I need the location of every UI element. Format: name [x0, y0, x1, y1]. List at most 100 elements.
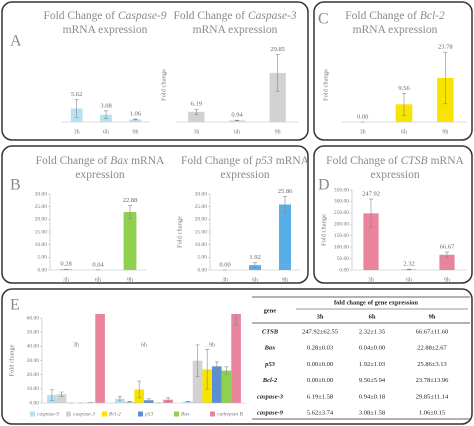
title-part: Fold Change of — [345, 10, 417, 22]
panel-label: B — [10, 177, 21, 194]
x-tick-label: 3h — [74, 129, 80, 135]
x-tick-label: 9h — [275, 129, 281, 135]
value-label: 0.94 — [231, 112, 243, 119]
y-axis-label: Fold change — [322, 69, 329, 101]
title-part: CTSB — [401, 155, 428, 167]
error-bar — [128, 204, 132, 220]
y-tick-label: 0.00 — [339, 267, 349, 273]
panel-label: D — [318, 177, 330, 194]
legend-swatch — [138, 411, 143, 417]
table-cell: 9.56±5.94 — [359, 377, 386, 384]
error-bar — [74, 99, 79, 118]
y-tick-label: 10.00 — [35, 242, 48, 248]
y-tick-label: 50.00 — [27, 329, 40, 335]
chart-title: expression — [220, 169, 269, 181]
panel-label: C — [318, 11, 329, 28]
value-label: 0.00 — [219, 261, 230, 268]
panel-box — [313, 1, 473, 141]
y-tick-label: 20.00 — [27, 372, 40, 378]
bar — [188, 111, 205, 122]
chart-title: expression — [75, 169, 124, 181]
title-part: expression — [75, 169, 124, 181]
bar — [269, 72, 286, 122]
value-label: 247.92 — [362, 191, 380, 198]
y-tick-label: 20.00 — [35, 217, 48, 223]
table-cell: 0.94±0.18 — [359, 393, 385, 400]
chart-title: Fold Change of Bcl-2 — [345, 10, 445, 22]
chart-title: mRNA expression — [63, 24, 148, 36]
panel-box — [313, 145, 473, 284]
error-bar — [402, 93, 406, 116]
y-tick-label: 20.00 — [195, 217, 208, 223]
bar — [183, 401, 193, 403]
value-label: 5.62 — [71, 91, 82, 98]
legend-swatch — [174, 411, 179, 417]
y-tick-label: 100.00 — [334, 244, 349, 250]
legend-label: p53 — [144, 411, 154, 417]
bar — [123, 212, 137, 270]
panel-label: E — [10, 297, 20, 314]
x-tick-label: 3h — [360, 129, 366, 135]
title-part: mRNA expression — [353, 24, 438, 36]
error-bar — [443, 51, 448, 105]
value-label: 23.78 — [438, 44, 453, 51]
legend-label: Bax — [181, 411, 190, 417]
panel-box — [1, 288, 473, 425]
y-axis-label: Fold change — [320, 214, 327, 246]
table-cell: 29.85±11.14 — [416, 393, 449, 400]
error-bar — [133, 118, 138, 121]
table-cell: 5.62±3.74 — [307, 409, 334, 416]
table-subheader: 6h — [369, 313, 376, 320]
title-part: p53 — [255, 155, 274, 167]
x-tick-label: 9h — [209, 342, 215, 348]
chart-title: Fold Change of CTSB mRNA — [326, 155, 464, 167]
value-label: 0.28 — [60, 261, 71, 268]
error-bar — [253, 262, 257, 269]
chart-title: Fold Change of Caspase-9 — [43, 10, 166, 22]
error-bar — [104, 110, 108, 119]
y-tick-label: 250.00 — [334, 210, 349, 216]
error-bar — [166, 397, 171, 402]
y-tick-label: 150.00 — [334, 233, 349, 239]
bar — [363, 213, 379, 270]
error-bar — [224, 366, 229, 375]
table-subheader: 3h — [317, 313, 324, 320]
error-bar — [407, 268, 411, 271]
title-part: expression — [370, 169, 419, 181]
legend-label: caspase-3 — [73, 411, 95, 417]
bar — [56, 394, 67, 403]
panel-box — [1, 145, 309, 284]
title-part: mRNA expression — [63, 24, 148, 36]
chart-title: Fold Change of p53 mRNA — [181, 155, 310, 167]
y-tick-label: 0.00 — [37, 267, 47, 273]
x-tick-label: 3h — [63, 277, 69, 283]
table-cell: 2.32±1.35 — [359, 328, 385, 335]
title-part: Fold Change of — [36, 155, 108, 167]
panel-box — [1, 1, 309, 141]
bar — [124, 401, 135, 403]
table-cell: 0.00±0.00 — [307, 377, 333, 384]
legend-swatch — [210, 411, 215, 417]
error-bar — [137, 380, 142, 399]
title-part: mRNA — [276, 155, 310, 167]
x-tick-label: 6h — [103, 129, 109, 135]
error-bar — [49, 389, 54, 401]
y-tick-label: 0.00 — [197, 267, 207, 273]
x-tick-label: 3h — [193, 129, 199, 135]
title-part: Fold Change of — [173, 10, 245, 22]
table-header: fold change of gene expression — [334, 299, 418, 306]
table-cell: 66.67±11.60 — [416, 328, 449, 335]
chart-title: mRNA expression — [353, 24, 438, 36]
x-tick-label: 6h — [406, 277, 412, 283]
x-tick-label: 9h — [444, 277, 450, 283]
legend-label: Bcl-2 — [109, 411, 121, 417]
legend-label: cathepsin B — [217, 411, 243, 417]
plot-area — [47, 314, 241, 404]
table-cell: 247.92±62.55 — [302, 328, 338, 335]
table-cell: 25.86±3.13 — [417, 361, 447, 368]
x-tick-label: 6h — [141, 342, 147, 348]
bar — [231, 314, 241, 403]
value-label: 25.86 — [278, 188, 293, 195]
x-tick-label: 6h — [252, 277, 258, 283]
